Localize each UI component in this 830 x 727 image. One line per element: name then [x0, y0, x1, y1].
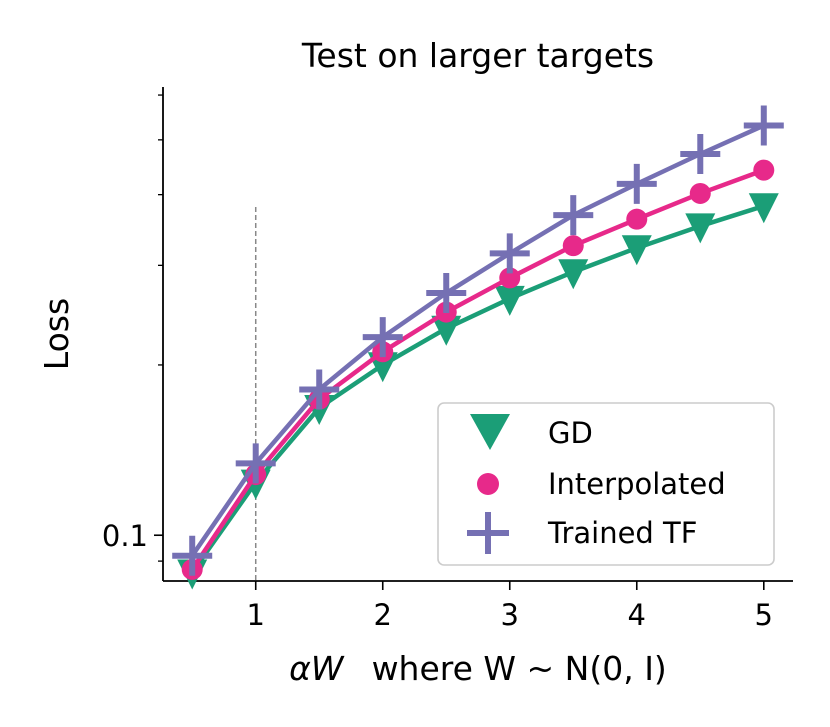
data-point-interpolated — [626, 208, 648, 230]
chart-title: Test on larger targets — [301, 36, 654, 75]
data-point-trained-tf — [616, 163, 657, 204]
y-minor-ticks — [158, 94, 163, 562]
series-trained-tf — [172, 105, 784, 576]
data-point-gd — [558, 259, 589, 290]
data-point-gd — [621, 235, 652, 266]
legend: GD Interpolated Trained TF — [437, 402, 775, 566]
data-point-trained-tf — [172, 535, 213, 576]
legend-label-interpolated: Interpolated — [548, 467, 726, 501]
data-point-interpolated — [562, 235, 584, 257]
legend-item-trained-tf: Trained TF — [467, 512, 697, 554]
series-line-trained-tf — [189, 123, 767, 558]
series-line-interpolated — [189, 167, 767, 572]
legend-item-gd: GD — [470, 414, 593, 450]
legend-items: GD Interpolated Trained TF — [467, 414, 726, 554]
legend-label-trained-tf: Trained TF — [547, 516, 697, 550]
y-major-ticks: 0.1 — [102, 519, 163, 553]
legend-label-gd: GD — [548, 416, 593, 450]
data-point-trained-tf — [235, 443, 276, 484]
series-layer — [172, 105, 784, 590]
y-tick-label: 0.1 — [102, 519, 148, 553]
data-point-trained-tf — [362, 317, 403, 358]
x-axis-label: αW where W ~ N(0, I) — [289, 649, 667, 688]
data-point-interpolated — [499, 267, 521, 289]
data-point-interpolated — [753, 159, 775, 181]
x-axis-label-text: where W ~ N(0, I) — [372, 649, 667, 688]
x-axis-label-math: αW — [289, 649, 345, 688]
x-tick-label: 4 — [628, 598, 646, 632]
x-tick-label: 5 — [755, 598, 773, 632]
data-point-trained-tf — [426, 273, 467, 314]
data-point-gd — [685, 213, 716, 244]
legend-box — [437, 402, 775, 566]
x-ticks: 1 2 3 4 5 — [246, 581, 773, 632]
x-tick-label: 1 — [246, 598, 264, 632]
data-point-interpolated — [689, 182, 711, 204]
y-axis-label: Loss — [37, 298, 76, 370]
data-point-gd — [748, 193, 779, 224]
legend-marker-trained-tf — [467, 512, 509, 554]
x-tick-label: 3 — [501, 598, 519, 632]
data-point-gd — [431, 315, 462, 346]
legend-marker-gd — [470, 414, 510, 450]
data-point-trained-tf — [553, 195, 594, 236]
data-point-trained-tf — [489, 233, 530, 274]
legend-marker-interpolated — [477, 473, 499, 495]
x-tick-label: 2 — [374, 598, 392, 632]
data-point-trained-tf — [743, 105, 784, 146]
data-point-trained-tf — [299, 369, 340, 410]
data-point-gd — [494, 285, 525, 316]
data-point-trained-tf — [680, 134, 721, 175]
legend-item-interpolated: Interpolated — [477, 467, 726, 501]
series-line-gd — [189, 203, 767, 575]
